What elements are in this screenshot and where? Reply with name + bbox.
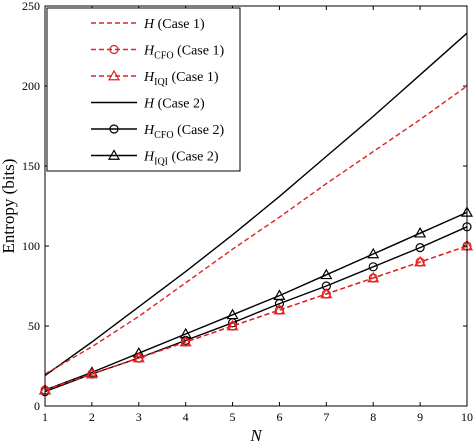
data-point-hiqi-case1 <box>414 255 427 267</box>
data-point-hiqi-case2 <box>85 366 98 377</box>
data-point-hiqi-case1 <box>320 287 333 299</box>
x-tick-label: 9 <box>417 410 423 424</box>
data-point-hiqi-case1 <box>85 367 98 379</box>
data-point-hiqi-case1 <box>179 335 192 347</box>
series-h-case2 <box>44 32 468 377</box>
legend-label: H (Case 1) <box>143 17 205 32</box>
legend-box <box>46 7 241 172</box>
data-point-hiqi-case2 <box>132 346 145 358</box>
legend-marker <box>109 124 119 134</box>
legend-entry-hiqi-case2: HIQI (Case 2) <box>91 149 219 168</box>
y-tick-label: 0 <box>34 399 40 413</box>
x-tick-label: 3 <box>136 410 142 424</box>
x-axis-label: N <box>249 426 263 444</box>
legend-entry-hcfo-case1: HCFO (Case 1) <box>91 44 224 62</box>
legend-label: HIQI (Case 2) <box>143 150 219 168</box>
series-h-case1 <box>44 85 468 375</box>
data-point-hcfo-case2 <box>415 243 425 253</box>
x-tick-label: 1 <box>42 410 48 424</box>
legend-marker <box>109 44 119 55</box>
y-tick-label: 150 <box>22 159 40 173</box>
legend-marker <box>107 69 121 81</box>
legend-entry-h-case1: H (Case 1) <box>91 17 205 32</box>
legend-entry-hcfo-case2: HCFO (Case 2) <box>91 123 224 141</box>
series-line-hiqi-case2 <box>44 211 468 391</box>
legend-marker <box>107 149 121 160</box>
x-tick-label: 5 <box>230 410 236 424</box>
series-line-hiqi-case1 <box>44 245 468 391</box>
legend-label: HCFO (Case 2) <box>143 123 224 141</box>
y-tick-label: 250 <box>22 0 40 13</box>
x-tick-label: 6 <box>276 410 282 424</box>
x-tick-label: 10 <box>461 410 473 424</box>
series-hiqi-case1 <box>38 239 474 395</box>
data-point-hcfo-case2 <box>368 262 378 272</box>
legend: H (Case 1) HCFO (Case 1) HIQI (Case 1) H (C… <box>46 7 241 172</box>
data-point-hiqi-case1 <box>226 319 239 331</box>
x-tick-label: 2 <box>89 410 95 424</box>
data-point-hiqi-case2 <box>273 289 286 300</box>
y-tick-label: 100 <box>22 239 40 253</box>
plot-frame <box>44 5 468 407</box>
series-layer <box>38 32 474 397</box>
legend-entry-h-case2: H (Case 2) <box>91 97 205 112</box>
data-point-hiqi-case2 <box>226 308 239 320</box>
legend-label: HIQI (Case 1) <box>143 70 219 88</box>
series-line-h-case1 <box>44 85 468 375</box>
legend-label: HCFO (Case 1) <box>143 44 224 62</box>
data-point-hiqi-case1 <box>367 271 380 283</box>
y-axis-label: Entropy (bits) <box>0 159 18 254</box>
data-point-hiqi-case2 <box>320 268 333 280</box>
x-tick-label: 8 <box>370 410 376 424</box>
y-tick-label: 50 <box>28 319 40 333</box>
x-tick-label: 7 <box>323 410 329 424</box>
data-point-hiqi-case2 <box>414 226 427 238</box>
legend-entry-hiqi-case1: HIQI (Case 1) <box>91 69 219 88</box>
data-point-hiqi-case1 <box>132 351 145 363</box>
x-tick-label: 4 <box>183 410 189 424</box>
legend-label: H (Case 2) <box>143 97 205 112</box>
series-line-h-case2 <box>44 32 468 377</box>
y-tick-label: 200 <box>22 79 40 93</box>
data-point-hiqi-case2 <box>367 247 380 259</box>
data-point-hiqi-case1 <box>273 303 286 315</box>
